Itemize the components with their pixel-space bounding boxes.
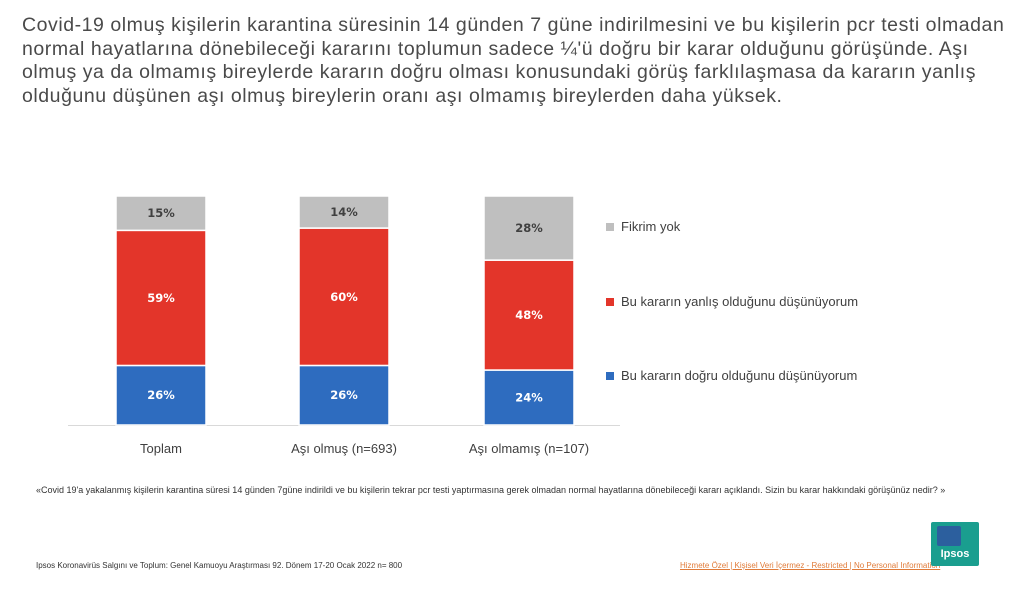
- x-tick-label: Aşı olmuş (n=693): [291, 441, 397, 456]
- data-label: 26%: [147, 388, 175, 402]
- logo-text: Ipsos: [940, 548, 970, 560]
- bar-segment: [298, 195, 390, 229]
- legend-swatch: [606, 223, 614, 231]
- stacked-bar-chart: 26% 59% 15% Toplam 26% 60% 14% Aşı olmuş (n=693…: [68, 195, 858, 456]
- headline: Covid-19 olmuş kişilerin karantina süres…: [22, 14, 1005, 107]
- data-label: 48%: [515, 308, 543, 322]
- data-label: 59%: [147, 291, 175, 305]
- legend-label: Bu kararın doğru olduğunu düşünüyorum: [621, 368, 857, 383]
- data-label: 24%: [515, 391, 543, 405]
- bar-segment: [483, 195, 575, 261]
- legend-swatch: [606, 298, 614, 306]
- data-label: 60%: [330, 290, 358, 304]
- legend-swatch: [606, 372, 614, 380]
- data-label: 28%: [515, 221, 543, 235]
- source-note: Ipsos Koronavirüs Salgını ve Toplum: Gen…: [36, 561, 403, 570]
- legend-label: Bu kararın yanlış olduğunu düşünüyorum: [621, 294, 858, 309]
- legend-label: Fikrim yok: [621, 219, 681, 234]
- classification-link[interactable]: Hizmete Özel | Kişisel Veri İçermez - Re…: [680, 561, 941, 570]
- data-label: 26%: [330, 388, 358, 402]
- bar-segment: [483, 259, 575, 371]
- survey-question: «Covid 19'a yakalanmış kişilerin karanti…: [36, 485, 946, 495]
- x-tick-label: Toplam: [140, 441, 182, 456]
- data-label: 15%: [147, 206, 175, 220]
- x-tick-label: Aşı olmamış (n=107): [469, 441, 589, 456]
- ipsos-logo: Ipsos: [931, 522, 979, 566]
- bar-segment: [115, 229, 207, 367]
- bar-segment: [483, 369, 575, 426]
- bar-segment: [115, 195, 207, 232]
- data-label: 14%: [330, 205, 358, 219]
- bar-segment: [115, 364, 207, 426]
